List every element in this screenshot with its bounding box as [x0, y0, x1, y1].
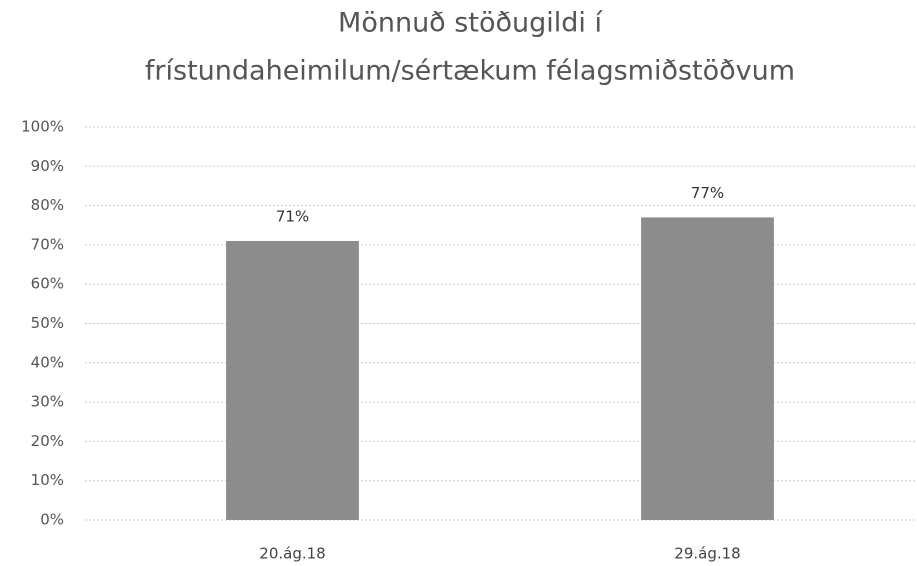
y-tick-label: 50%	[31, 314, 64, 332]
y-tick-label: 90%	[31, 157, 64, 175]
y-tick-label: 100%	[21, 118, 64, 136]
data-label: 71%	[276, 207, 309, 225]
y-tick-label: 70%	[31, 235, 64, 253]
y-tick-label: 0%	[40, 511, 64, 529]
x-tick-label: 20.ág.18	[259, 545, 325, 563]
chart-title: frístundaheimilum/sértækum félagsmiðstöð…	[145, 56, 795, 87]
y-tick-label: 40%	[31, 353, 64, 371]
bar	[641, 217, 774, 520]
y-tick-label: 20%	[31, 432, 64, 450]
chart-title: Mönnuð stöðugildi í	[338, 8, 603, 39]
y-tick-label: 60%	[31, 275, 64, 293]
y-tick-label: 10%	[31, 471, 64, 489]
y-tick-label: 80%	[31, 196, 64, 214]
bar	[226, 240, 359, 520]
y-tick-label: 30%	[31, 393, 64, 411]
data-label: 77%	[691, 184, 724, 202]
x-tick-label: 29.ág.18	[674, 545, 740, 563]
